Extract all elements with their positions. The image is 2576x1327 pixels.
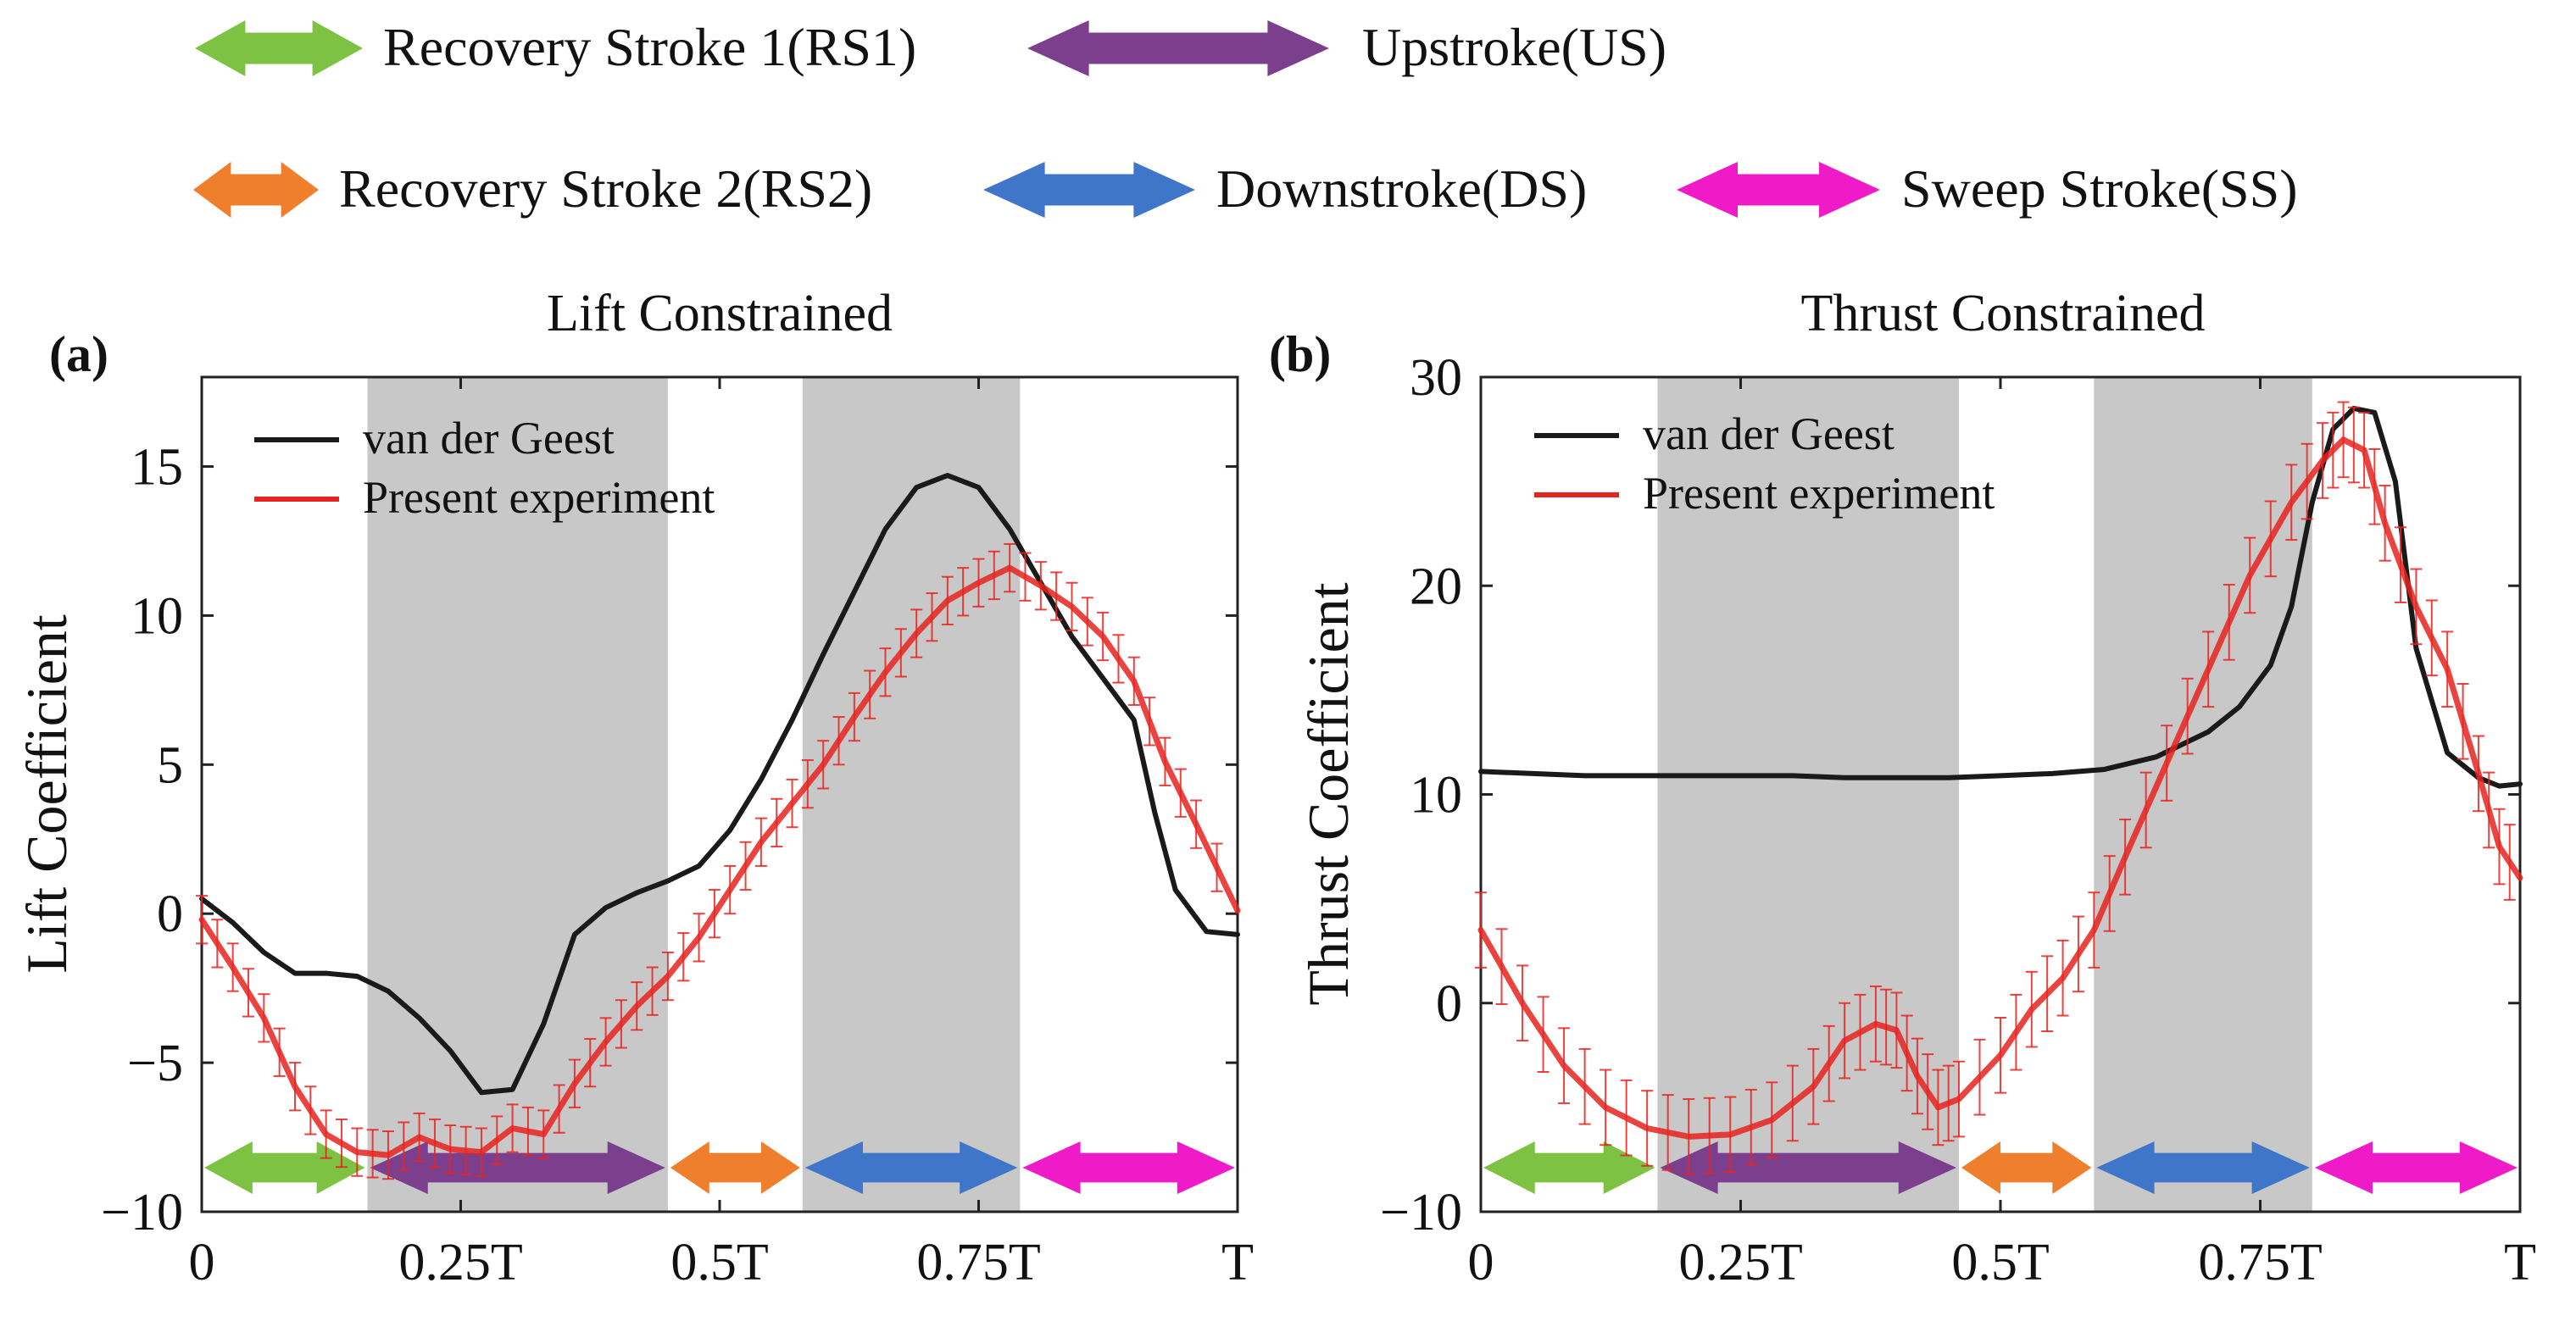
chart-panel-thrust-x-tick-label: 0.75T — [2198, 1234, 2322, 1291]
legend-item-ss: Sweep Stroke(SS) — [1677, 158, 2298, 219]
chart-panel-thrust-legend-entry-1: Present experiment — [1643, 468, 1995, 519]
chart-panel-lift-series-line-1 — [198, 564, 1241, 1158]
chart-panel-thrust-x-tick-label: T — [2504, 1234, 2536, 1291]
chart-panel-lift-y-tick-label: 10 — [131, 587, 183, 645]
chart-panel-thrust-series-line-0 — [1478, 405, 2523, 789]
chart-panel-thrust-series-line-1 — [1477, 436, 2523, 1140]
legend-item-rs1: Recovery Stroke 1(RS1) — [195, 17, 916, 77]
chart-title-thrust: Thrust Constrained — [1801, 285, 2206, 342]
chart-panel-lift-x-tick-label: 0.25T — [398, 1234, 522, 1291]
chart-panel-lift-x-tick-label: 0 — [189, 1234, 215, 1291]
chart-panel-lift-x-tick-label: 0.75T — [916, 1234, 1040, 1291]
legend-label-rs1: Recovery Stroke 1(RS1) — [383, 17, 916, 77]
chart-panel-lift-shaded-region-1 — [802, 377, 1021, 1212]
chart-panel-lift-phase-arrow-ss — [1022, 1141, 1235, 1194]
chart-panel-lift-axes-frame — [200, 375, 1239, 1213]
chart-panel-lift-legend-entry-0: van der Geest — [363, 413, 615, 464]
phase-legend: Recovery Stroke 1(RS1) Upstroke(US) Reco… — [193, 17, 2298, 219]
chart-panel-thrust: (b) Thrust Constrained Thrust Coefficien… — [1269, 285, 2536, 1291]
legend-item-us: Upstroke(US) — [1027, 17, 1666, 77]
chart-panel-lift-y-tick-label: 0 — [157, 886, 183, 943]
chart-panel-thrust-y-tick-label: 10 — [1410, 767, 1462, 825]
chart-panel-thrust-y-tick-label: −10 — [1380, 1184, 1462, 1241]
chart-panel-lift-y-tick-label: 5 — [157, 736, 183, 794]
legend-label-ds: Downstroke(DS) — [1216, 158, 1587, 219]
panel-label-a: (a) — [49, 326, 108, 382]
chart-panel-thrust-shaded-region-0 — [1657, 377, 1959, 1212]
y-axis-label-lift: Lift Coefficient — [14, 614, 79, 974]
chart-panel-lift-x-tick-label: T — [1221, 1234, 1254, 1291]
rs2-arrow-icon — [193, 162, 319, 218]
legend-label-ss: Sweep Stroke(SS) — [1901, 158, 2298, 219]
chart-panel-thrust-y-tick-label: 20 — [1410, 558, 1462, 615]
chart-panel-lift-phase-arrow-us — [370, 1141, 665, 1194]
chart-panel-thrust-y-tick-label: 30 — [1410, 349, 1462, 407]
chart-panel-thrust-phase-arrow-rs1 — [1483, 1141, 1655, 1194]
chart-panel-thrust-phase-arrow-us — [1660, 1141, 1956, 1194]
chart-panel-thrust-y-tick-label: 0 — [1436, 975, 1462, 1033]
chart-panel-thrust-x-tick-label: 0.25T — [1678, 1234, 1802, 1291]
chart-panel-thrust-legend-entry-0: van der Geest — [1643, 408, 1894, 459]
us-arrow-icon — [1027, 20, 1329, 76]
rs1-arrow-icon — [195, 20, 363, 76]
chart-panel-lift-y-tick-label: 15 — [131, 439, 183, 497]
ds-arrow-icon — [983, 162, 1195, 218]
ss-arrow-icon — [1677, 162, 1880, 218]
chart-title-lift: Lift Constrained — [547, 285, 893, 342]
chart-panel-lift-shaded-region-0 — [367, 377, 668, 1212]
chart-panel-thrust-shaded-region-1 — [2094, 377, 2312, 1212]
chart-panel-lift-phase-arrow-rs1 — [204, 1141, 365, 1194]
chart-panel-lift-legend-entry-1: Present experiment — [363, 472, 715, 523]
chart-panel-lift-series-line-0 — [199, 473, 1240, 1096]
panel-label-b: (b) — [1269, 326, 1331, 382]
y-axis-label-thrust: Thrust Coefficient — [1296, 582, 1360, 1005]
legend-label-rs2: Recovery Stroke 2(RS2) — [339, 158, 872, 219]
chart-panel-lift-phase-arrow-ds — [804, 1141, 1018, 1194]
chart-panel-lift-y-tick-label: −10 — [101, 1184, 183, 1241]
chart-panel-thrust-phase-arrow-ds — [2096, 1141, 2310, 1194]
chart-panel-lift-error-bars — [196, 543, 1223, 1180]
chart-panel-lift: (a) Lift Constrained Lift Coefficient −1… — [14, 285, 1254, 1291]
legend-item-rs2: Recovery Stroke 2(RS2) — [193, 158, 872, 219]
chart-panel-thrust-phase-arrow-ss — [2314, 1141, 2518, 1194]
chart-panel-thrust-phase-arrow-rs2 — [1961, 1141, 2092, 1194]
legend-item-ds: Downstroke(DS) — [983, 158, 1587, 219]
chart-panel-thrust-x-tick-label: 0 — [1468, 1234, 1494, 1291]
chart-panel-lift-x-tick-label: 0.5T — [670, 1234, 768, 1291]
legend-label-us: Upstroke(US) — [1362, 17, 1666, 77]
chart-panel-lift-phase-arrow-rs2 — [670, 1141, 800, 1194]
chart-panel-thrust-x-tick-label: 0.5T — [1951, 1234, 2049, 1291]
chart-panel-lift-y-tick-label: −5 — [127, 1035, 183, 1092]
